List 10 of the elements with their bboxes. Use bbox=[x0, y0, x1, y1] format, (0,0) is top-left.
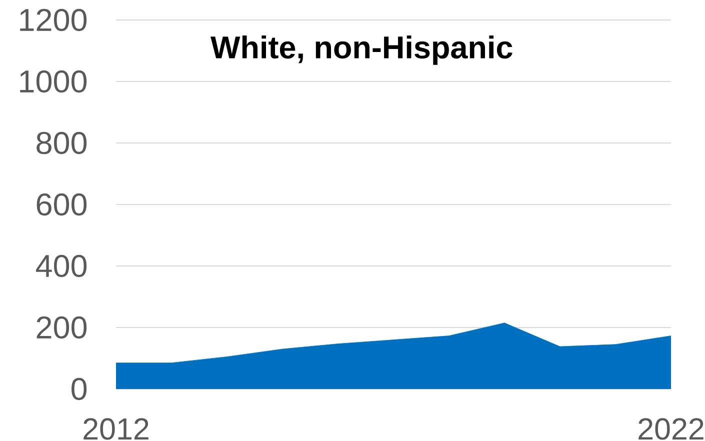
y-tick-label: 200 bbox=[36, 316, 87, 339]
x-tick-label: 2012 bbox=[84, 418, 148, 440]
y-tick-label: 1200 bbox=[20, 8, 87, 32]
chart-title: White, non-Hispanic bbox=[210, 35, 512, 65]
y-tick-label: 600 bbox=[36, 193, 87, 216]
y-tick-label: 0 bbox=[72, 378, 87, 400]
y-tick-label: 800 bbox=[36, 132, 87, 154]
x-tick-label: 2022 bbox=[638, 418, 704, 440]
y-tick-label: 400 bbox=[36, 254, 87, 278]
y-tick-label: 1000 bbox=[20, 70, 87, 93]
